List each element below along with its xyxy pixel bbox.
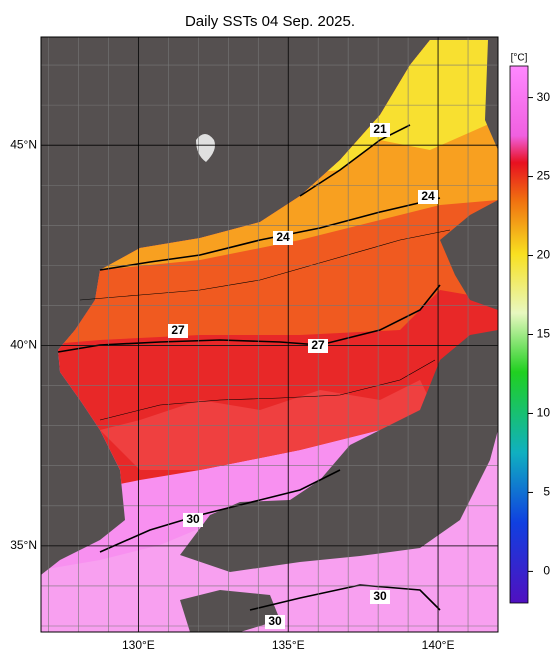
- contour: [99, 359, 436, 421]
- contour: [57, 284, 441, 353]
- contour: [79, 229, 451, 301]
- map-frame: [40, 36, 499, 633]
- x-tick-label: 140°E: [422, 638, 455, 652]
- contour-label: 27: [171, 323, 185, 337]
- contour-label: 21: [373, 122, 387, 136]
- contour-label: 30: [373, 589, 387, 603]
- contour-label: 24: [421, 189, 435, 203]
- contour-label: 30: [186, 512, 200, 526]
- hokkaido: [440, 200, 498, 310]
- contour: [99, 197, 441, 271]
- y-tick-label: 40°N: [10, 338, 37, 352]
- contour-labels: 21 24 24 27 27 30 30 30: [168, 122, 438, 629]
- contour-label: 24: [276, 230, 290, 244]
- x-tick-label: 130°E: [122, 638, 155, 652]
- contour: [249, 584, 441, 611]
- colorbar-tick-label: 10: [537, 406, 551, 420]
- colorbar-unit: [°C]: [511, 53, 528, 64]
- colorbar-tick-label: 25: [537, 169, 551, 183]
- graticule: [41, 37, 498, 632]
- sakhalin: [485, 40, 498, 150]
- lake: [196, 134, 215, 162]
- colorbar-tick-label: 5: [543, 485, 550, 499]
- colorbar-tick-label: 30: [537, 90, 551, 104]
- contour: [99, 469, 341, 553]
- colorbar-tick-label: 0: [543, 564, 550, 578]
- title: Daily SSTs 04 Sep. 2025.: [185, 13, 355, 30]
- colorbar-tick-label: 20: [537, 248, 551, 262]
- x-tick-label: 135°E: [272, 638, 305, 652]
- honshu: [180, 330, 498, 572]
- contour-label: 27: [311, 338, 325, 352]
- colorbar: [509, 65, 529, 604]
- contour: [299, 124, 411, 197]
- y-tick-label: 35°N: [10, 538, 37, 552]
- colorbar-tick-label: 15: [537, 327, 551, 341]
- contour-label: 30: [268, 614, 282, 628]
- shikoku: [180, 590, 280, 632]
- map-area: 21 24 24 27 27 30 30 30: [41, 37, 498, 632]
- y-tick-label: 45°N: [10, 137, 37, 151]
